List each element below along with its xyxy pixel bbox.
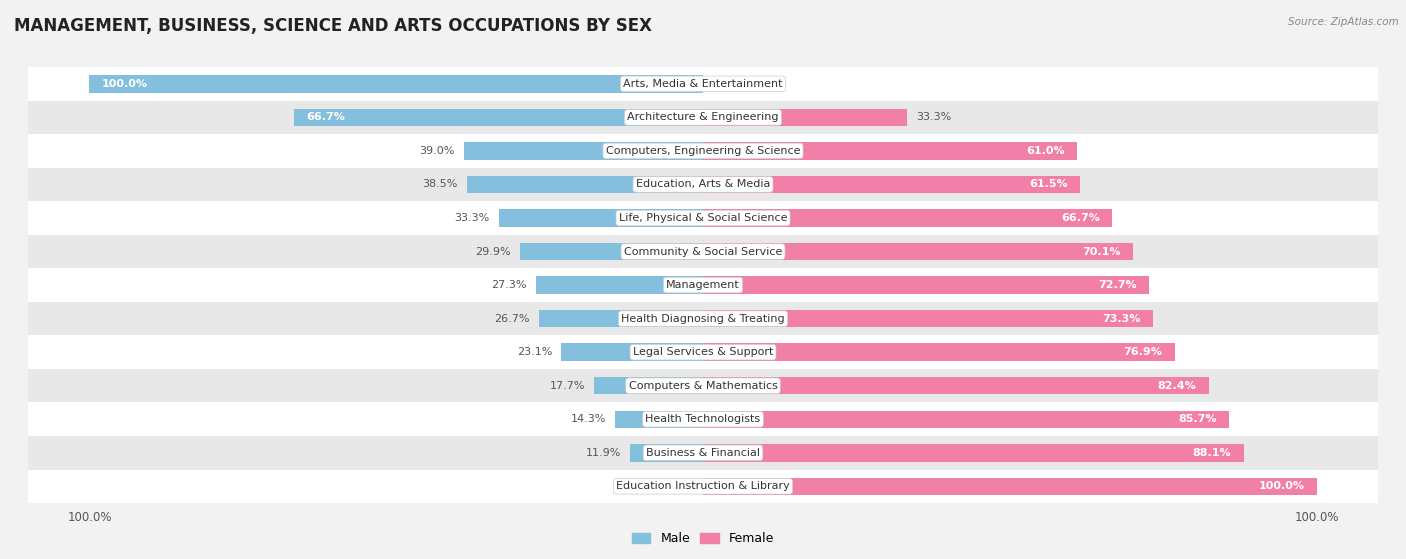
Text: 0.0%: 0.0% (662, 481, 690, 491)
Bar (536, 276, 703, 294)
Bar (703, 108, 907, 126)
Bar (595, 377, 703, 395)
Bar (703, 142, 1077, 160)
Bar (703, 477, 1316, 495)
Text: Health Technologists: Health Technologists (645, 414, 761, 424)
Text: Computers & Mathematics: Computers & Mathematics (628, 381, 778, 391)
Bar (28, 335, 1378, 369)
Text: 66.7%: 66.7% (1062, 213, 1099, 223)
Text: 33.3%: 33.3% (917, 112, 952, 122)
Bar (703, 276, 1149, 294)
Text: 39.0%: 39.0% (419, 146, 454, 156)
Text: 0.0%: 0.0% (716, 79, 744, 89)
Text: 29.9%: 29.9% (475, 247, 510, 257)
Bar (499, 209, 703, 227)
Bar (28, 134, 1378, 168)
Text: 70.1%: 70.1% (1083, 247, 1121, 257)
Bar (28, 402, 1378, 436)
Text: 85.7%: 85.7% (1178, 414, 1216, 424)
Text: MANAGEMENT, BUSINESS, SCIENCE AND ARTS OCCUPATIONS BY SEX: MANAGEMENT, BUSINESS, SCIENCE AND ARTS O… (14, 17, 652, 35)
Bar (616, 410, 703, 428)
Text: 100.0%: 100.0% (1258, 481, 1305, 491)
Text: 66.7%: 66.7% (307, 112, 344, 122)
Bar (464, 142, 703, 160)
Text: Business & Financial: Business & Financial (645, 448, 761, 458)
Bar (28, 168, 1378, 201)
Text: 61.5%: 61.5% (1029, 179, 1069, 190)
Bar (703, 343, 1175, 361)
Text: Education Instruction & Library: Education Instruction & Library (616, 481, 790, 491)
Bar (28, 369, 1378, 402)
Bar (703, 444, 1243, 462)
Bar (703, 310, 1153, 328)
Text: 38.5%: 38.5% (422, 179, 457, 190)
Text: Computers, Engineering & Science: Computers, Engineering & Science (606, 146, 800, 156)
Bar (538, 310, 703, 328)
Text: 76.9%: 76.9% (1123, 347, 1163, 357)
Text: 27.3%: 27.3% (491, 280, 526, 290)
Bar (703, 410, 1229, 428)
Text: Architecture & Engineering: Architecture & Engineering (627, 112, 779, 122)
Text: 23.1%: 23.1% (516, 347, 553, 357)
Bar (561, 343, 703, 361)
Bar (28, 67, 1378, 101)
Text: 14.3%: 14.3% (571, 414, 606, 424)
Bar (703, 243, 1133, 260)
Bar (703, 209, 1112, 227)
Text: 26.7%: 26.7% (495, 314, 530, 324)
Bar (28, 436, 1378, 470)
Text: Source: ZipAtlas.com: Source: ZipAtlas.com (1288, 17, 1399, 27)
Text: Community & Social Service: Community & Social Service (624, 247, 782, 257)
Text: Legal Services & Support: Legal Services & Support (633, 347, 773, 357)
Bar (467, 176, 703, 193)
Text: 11.9%: 11.9% (585, 448, 621, 458)
Bar (28, 268, 1378, 302)
Text: Education, Arts & Media: Education, Arts & Media (636, 179, 770, 190)
Text: 82.4%: 82.4% (1157, 381, 1197, 391)
Bar (28, 470, 1378, 503)
Bar (630, 444, 703, 462)
Legend: Male, Female: Male, Female (628, 529, 778, 549)
Text: 100.0%: 100.0% (101, 79, 148, 89)
Text: Management: Management (666, 280, 740, 290)
Bar (28, 302, 1378, 335)
Bar (90, 75, 703, 93)
Bar (703, 176, 1080, 193)
Bar (294, 108, 703, 126)
Text: 17.7%: 17.7% (550, 381, 585, 391)
Bar (28, 235, 1378, 268)
Text: Arts, Media & Entertainment: Arts, Media & Entertainment (623, 79, 783, 89)
Text: 73.3%: 73.3% (1102, 314, 1140, 324)
Text: 33.3%: 33.3% (454, 213, 489, 223)
Bar (28, 101, 1378, 134)
Bar (28, 201, 1378, 235)
Text: 61.0%: 61.0% (1026, 146, 1064, 156)
Bar (520, 243, 703, 260)
Text: 72.7%: 72.7% (1098, 280, 1137, 290)
Text: Life, Physical & Social Science: Life, Physical & Social Science (619, 213, 787, 223)
Bar (703, 377, 1209, 395)
Text: Health Diagnosing & Treating: Health Diagnosing & Treating (621, 314, 785, 324)
Text: 88.1%: 88.1% (1192, 448, 1232, 458)
